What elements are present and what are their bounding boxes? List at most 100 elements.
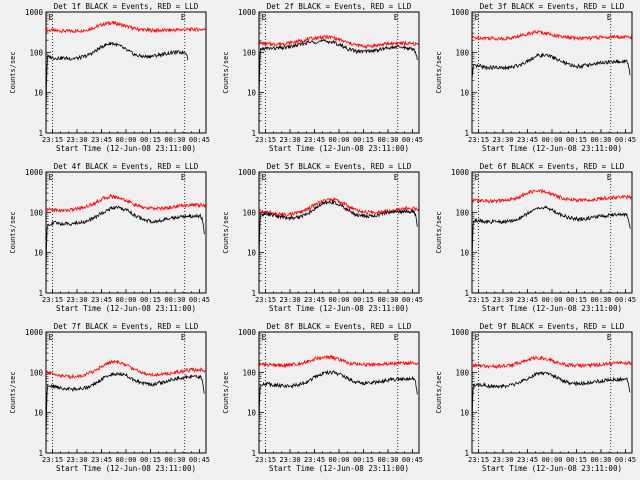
x-tick-label: 23:45 — [517, 456, 538, 464]
series-events-black — [258, 369, 418, 427]
series-lld-red — [258, 34, 420, 50]
series-events-black — [45, 41, 189, 110]
series-events-black — [258, 38, 418, 105]
x-tick-label: 00:30 — [164, 296, 185, 304]
x-tick-label: 00:45 — [615, 296, 636, 304]
y-tick-label: 100 — [29, 368, 43, 377]
x-axis-label: Start Time (12-Jun-08 23:11:00) — [482, 464, 622, 473]
y-axis-label: Counts/sec — [435, 51, 443, 93]
series-events-black — [45, 372, 205, 442]
x-tick-label: 00:15 — [566, 456, 587, 464]
x-tick-label: 23:45 — [304, 296, 325, 304]
y-axis-label: Counts/sec — [222, 211, 230, 253]
x-tick-label: 23:30 — [66, 456, 87, 464]
x-tick-label: 00:30 — [377, 456, 398, 464]
y-tick-label: 1 — [38, 289, 43, 298]
plot-frame — [471, 331, 633, 454]
event-marker-label: E — [475, 13, 480, 22]
x-tick-label: 23:15 — [468, 296, 489, 304]
y-tick-label: 100 — [242, 208, 256, 217]
x-tick-label: 00:15 — [353, 296, 374, 304]
x-tick-label: 23:30 — [66, 136, 87, 144]
event-marker-label: E — [475, 333, 480, 342]
event-marker-label: E — [181, 13, 186, 22]
x-tick-label: 23:45 — [304, 456, 325, 464]
series-events-black — [471, 370, 631, 427]
y-axis-label: Counts/sec — [435, 371, 443, 413]
plot-frame — [258, 331, 420, 454]
y-tick-label: 10 — [247, 409, 257, 418]
panel-title: Det 3f BLACK = Events, RED = LLD — [480, 2, 625, 11]
y-tick-label: 1000 — [451, 328, 470, 337]
y-tick-label: 1000 — [25, 328, 44, 337]
x-tick-label: 00:15 — [140, 456, 161, 464]
x-tick-label: 23:30 — [279, 136, 300, 144]
event-marker-label: E — [607, 333, 612, 342]
event-marker-label: E — [607, 173, 612, 182]
x-tick-label: 00:00 — [328, 136, 349, 144]
y-tick-label: 1000 — [25, 8, 44, 17]
event-marker-label: E — [394, 13, 399, 22]
x-axis-label: Start Time (12-Jun-08 23:11:00) — [56, 304, 196, 313]
panel-title: Det 9f BLACK = Events, RED = LLD — [480, 322, 625, 331]
x-axis-label: Start Time (12-Jun-08 23:11:00) — [269, 304, 409, 313]
y-tick-label: 10 — [34, 249, 44, 258]
y-tick-label: 100 — [455, 368, 469, 377]
x-tick-label: 23:15 — [255, 456, 276, 464]
series-lld-red — [471, 355, 633, 370]
series-events-black — [471, 52, 631, 80]
y-axis-label: Counts/sec — [222, 371, 230, 413]
panel-title: Det 8f BLACK = Events, RED = LLD — [267, 322, 412, 331]
event-marker-label: E — [394, 173, 399, 182]
x-tick-label: 00:15 — [566, 296, 587, 304]
y-tick-label: 100 — [242, 48, 256, 57]
panel-title: Det 1f BLACK = Events, RED = LLD — [54, 2, 199, 11]
y-tick-label: 10 — [460, 249, 470, 258]
y-tick-label: 1 — [38, 129, 43, 138]
event-marker-label: E — [262, 333, 267, 342]
y-axis-label: Counts/sec — [435, 211, 443, 253]
y-tick-label: 10 — [247, 89, 257, 98]
y-tick-label: 1 — [251, 129, 256, 138]
series-lld-red — [45, 193, 207, 214]
panel-title: Det 7f BLACK = Events, RED = LLD — [54, 322, 199, 331]
event-marker-label: E — [607, 13, 612, 22]
x-tick-label: 00:45 — [615, 136, 636, 144]
x-axis-label: Start Time (12-Jun-08 23:11:00) — [56, 464, 196, 473]
panel-title: Det 5f BLACK = Events, RED = LLD — [267, 162, 412, 171]
series-lld-red — [45, 359, 207, 379]
detector-panel-6: Det 6f BLACK = Events, RED = LLD 1 10 100 10… — [435, 162, 636, 313]
x-tick-label: 23:30 — [279, 296, 300, 304]
event-marker-label: E — [49, 173, 54, 182]
y-tick-label: 1 — [464, 129, 469, 138]
detector-panel-1: Det 1f BLACK = Events, RED = LLD 1 10 100 10… — [9, 2, 210, 153]
plot-frame — [471, 171, 633, 294]
x-tick-label: 23:45 — [517, 296, 538, 304]
detector-panel-5: Det 5f BLACK = Events, RED = LLD 1 10 100 10… — [222, 162, 423, 313]
x-axis-label: Start Time (12-Jun-08 23:11:00) — [482, 304, 622, 313]
x-tick-label: 00:00 — [541, 456, 562, 464]
y-axis-label: Counts/sec — [9, 51, 17, 93]
x-tick-label: 00:30 — [164, 136, 185, 144]
x-tick-label: 23:15 — [42, 296, 63, 304]
y-axis-label: Counts/sec — [9, 371, 17, 413]
event-marker-label: E — [394, 333, 399, 342]
y-tick-label: 1 — [38, 449, 43, 458]
y-tick-label: 100 — [455, 48, 469, 57]
x-tick-label: 00:45 — [402, 456, 423, 464]
event-marker-label: E — [475, 173, 480, 182]
x-tick-label: 00:15 — [566, 136, 587, 144]
y-tick-label: 100 — [455, 208, 469, 217]
event-marker-label: E — [262, 173, 267, 182]
y-tick-label: 1 — [251, 449, 256, 458]
x-tick-label: 00:45 — [189, 296, 210, 304]
detector-panel-7: Det 7f BLACK = Events, RED = LLD 1 10 100 10… — [9, 322, 210, 473]
plot-frame — [45, 171, 207, 294]
y-tick-label: 1 — [251, 289, 256, 298]
y-tick-label: 1000 — [451, 168, 470, 177]
detector-panel-2: Det 2f BLACK = Events, RED = LLD 1 10 100 10… — [222, 2, 423, 153]
series-lld-red — [45, 20, 207, 34]
series-lld-red — [258, 354, 420, 369]
x-tick-label: 00:30 — [377, 136, 398, 144]
